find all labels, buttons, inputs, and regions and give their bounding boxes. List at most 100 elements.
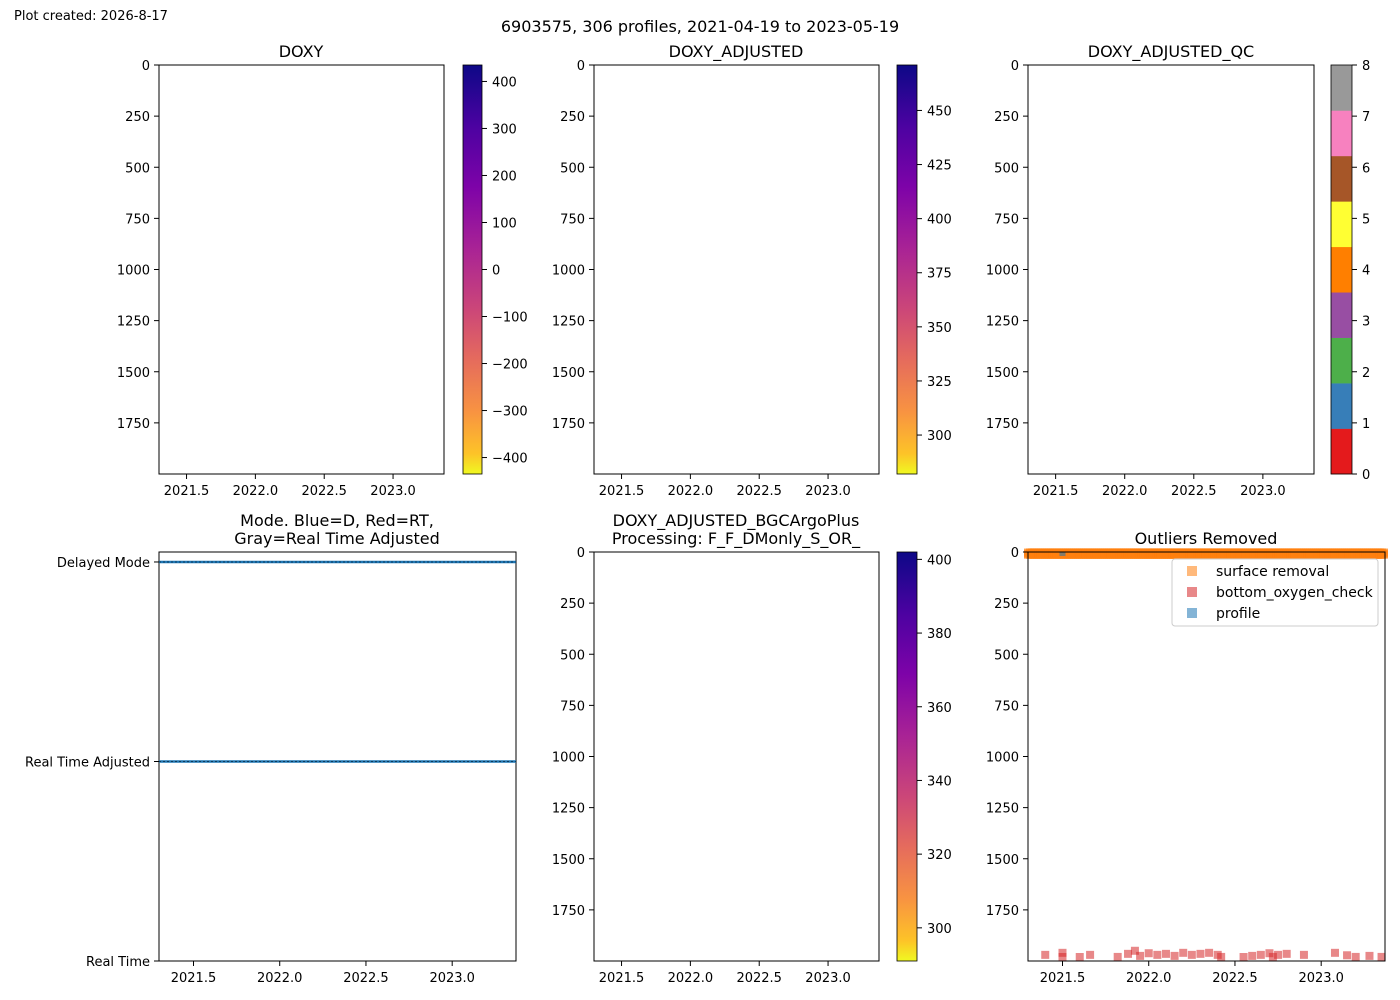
y-tick-label: 750 bbox=[994, 699, 1019, 714]
x-tick-label: 2021.5 bbox=[171, 971, 217, 986]
colorbar-tick-label: 325 bbox=[927, 375, 952, 390]
colorbar-tick-label: 300 bbox=[927, 922, 952, 937]
y-tick-label: 500 bbox=[560, 648, 585, 663]
bottom-oxygen-check-point bbox=[1274, 950, 1283, 959]
x-tick-label: 2023.0 bbox=[1298, 971, 1344, 986]
bottom-oxygen-check-point bbox=[1130, 946, 1139, 955]
x-tick-label: 2022.0 bbox=[668, 971, 714, 986]
colorbar-tick-label: 380 bbox=[927, 627, 952, 642]
x-tick-label: 2022.0 bbox=[1126, 971, 1172, 986]
bottom-oxygen-check-point bbox=[1365, 951, 1374, 960]
x-axis: 2021.5 2022.0 2022.5 2023.0 bbox=[599, 474, 851, 499]
y-tick-label: 750 bbox=[125, 212, 150, 227]
y-tick-label: 1750 bbox=[552, 417, 585, 432]
panel-doxy-adjusted-qc: DOXY_ADJUSTED_QC 02505007501000125015001… bbox=[986, 42, 1370, 499]
colorbar-ticks: 8 7 6 5 4 3 2 1 0 bbox=[1352, 59, 1370, 483]
x-tick-label: 2022.5 bbox=[1212, 971, 1258, 986]
figure-suptitle: 6903575, 306 profiles, 2021-04-19 to 202… bbox=[501, 17, 899, 36]
bottom-oxygen-check-point bbox=[1187, 950, 1196, 959]
colorbar-tick-label: 300 bbox=[927, 429, 952, 444]
y-tick-label: 1000 bbox=[552, 264, 585, 279]
y-tick-label: 750 bbox=[560, 699, 585, 714]
y-tick-label: 500 bbox=[994, 161, 1019, 176]
y-tick-label: 750 bbox=[560, 212, 585, 227]
colorbar-tick-label: 375 bbox=[927, 267, 952, 282]
y-tick-label: 1500 bbox=[552, 853, 585, 868]
colorbar-tick-label: 200 bbox=[492, 169, 517, 184]
x-tick-label: 2021.5 bbox=[1040, 971, 1086, 986]
series bbox=[159, 560, 516, 763]
profile-point bbox=[1059, 552, 1066, 556]
y-tick-label: 1750 bbox=[117, 417, 150, 432]
x-axis: 2021.5 2022.0 2022.5 2023.0 bbox=[171, 961, 475, 986]
colorbar-segment bbox=[1331, 428, 1352, 475]
x-tick-label: 2022.5 bbox=[736, 971, 782, 986]
colorbar bbox=[1330, 64, 1353, 475]
colorbar-tick-label: −400 bbox=[492, 452, 528, 467]
x-tick-label: 2021.5 bbox=[599, 971, 645, 986]
bottom-oxygen-check-point bbox=[1330, 948, 1339, 957]
legend-box bbox=[1171, 558, 1379, 627]
x-tick-label: 2022.0 bbox=[668, 484, 714, 499]
y-tick-label: 1000 bbox=[986, 264, 1019, 279]
y-tick-label: 1250 bbox=[117, 315, 150, 330]
colorbar-tick-label: 0 bbox=[1362, 468, 1370, 483]
y-tick-label: 1500 bbox=[986, 853, 1019, 868]
colorbar-tick-label: 400 bbox=[492, 75, 517, 90]
x-axis: 2021.5 2022.0 2022.5 2023.0 bbox=[599, 961, 851, 986]
y-axis: Delayed Mode Real Time Adjusted Real Time bbox=[25, 556, 159, 970]
colorbar-tick-label: 350 bbox=[927, 321, 952, 336]
colorbar-tick-label: −300 bbox=[492, 405, 528, 420]
x-tick-label: 2023.0 bbox=[429, 971, 475, 986]
bottom-oxygen-check-point bbox=[1041, 950, 1050, 959]
panel-title-line-1: DOXY_ADJUSTED_BGCArgoPlus bbox=[613, 511, 860, 531]
x-tick-label: 2023.0 bbox=[805, 484, 851, 499]
panel-title: DOXY_ADJUSTED bbox=[669, 42, 804, 62]
bottom-oxygen-check-point bbox=[1058, 948, 1067, 957]
colorbar-tick-label: 100 bbox=[492, 216, 517, 231]
y-tick-label: Real Time Adjusted bbox=[25, 755, 150, 770]
plot-created-label: Plot created: 2026-8-17 bbox=[14, 9, 168, 24]
y-tick-label: 750 bbox=[994, 212, 1019, 227]
y-tick-label: 1500 bbox=[986, 366, 1019, 381]
y-axis: 0 250 500 750 1000 1250 1500 1750 bbox=[552, 546, 594, 919]
colorbar bbox=[462, 64, 483, 475]
y-tick-label: 0 bbox=[1011, 546, 1019, 561]
y-tick-label: 1750 bbox=[986, 904, 1019, 919]
bottom-oxygen-check-point bbox=[1161, 949, 1170, 958]
bottom-oxygen-check-point bbox=[1299, 950, 1308, 959]
panel-title: Outliers Removed bbox=[1135, 529, 1278, 548]
colorbar-tick-label: 8 bbox=[1362, 59, 1370, 74]
bottom-oxygen-check-point bbox=[1282, 949, 1291, 958]
bottom-oxygen-check-point bbox=[1343, 951, 1352, 960]
bottom-oxygen-check-point bbox=[1256, 950, 1265, 959]
x-axis: 2021.5 2022.0 2022.5 2023.0 bbox=[1040, 961, 1344, 986]
x-tick-label: 2023.0 bbox=[1240, 484, 1286, 499]
x-tick-label: 2022.0 bbox=[1102, 484, 1148, 499]
colorbar-tick-label: 0 bbox=[492, 264, 500, 279]
y-tick-label: 500 bbox=[994, 648, 1019, 663]
x-tick-label: 2022.0 bbox=[233, 484, 279, 499]
colorbar-segment bbox=[1331, 383, 1352, 429]
legend: surface removal bottom_oxygen_check prof… bbox=[1171, 558, 1379, 627]
colorbar-tick-label: −200 bbox=[492, 358, 528, 373]
bottom-oxygen-check-point bbox=[1196, 949, 1205, 958]
colorbar-ticks: 400 300 200 100 0 −100 −200 −300 −400 bbox=[482, 75, 528, 467]
plot-area bbox=[158, 551, 517, 962]
colorbar-tick-label: 300 bbox=[492, 122, 517, 137]
plot-area bbox=[158, 64, 445, 475]
bottom-oxygen-check-point bbox=[1144, 949, 1153, 958]
x-axis: 2021.5 2022.0 2022.5 2023.0 bbox=[164, 474, 416, 499]
panel-title-line-2: Gray=Real Time Adjusted bbox=[234, 529, 440, 548]
x-tick-label: 2022.5 bbox=[343, 971, 389, 986]
y-axis: 0 250 500 750 1000 1250 1500 1750 bbox=[552, 59, 594, 432]
x-tick-label: 2022.5 bbox=[736, 484, 782, 499]
x-tick-label: 2023.0 bbox=[805, 971, 851, 986]
y-axis: 0 250 500 750 1000 1250 1500 1750 bbox=[986, 546, 1028, 919]
surface-removal-point bbox=[1379, 550, 1388, 559]
bottom-oxygen-check-point bbox=[1239, 953, 1248, 961]
plot-area bbox=[593, 551, 880, 962]
colorbar-ticks: 400 380 360 340 320 300 bbox=[917, 553, 952, 937]
bottom-oxygen-check-point bbox=[1205, 948, 1214, 957]
